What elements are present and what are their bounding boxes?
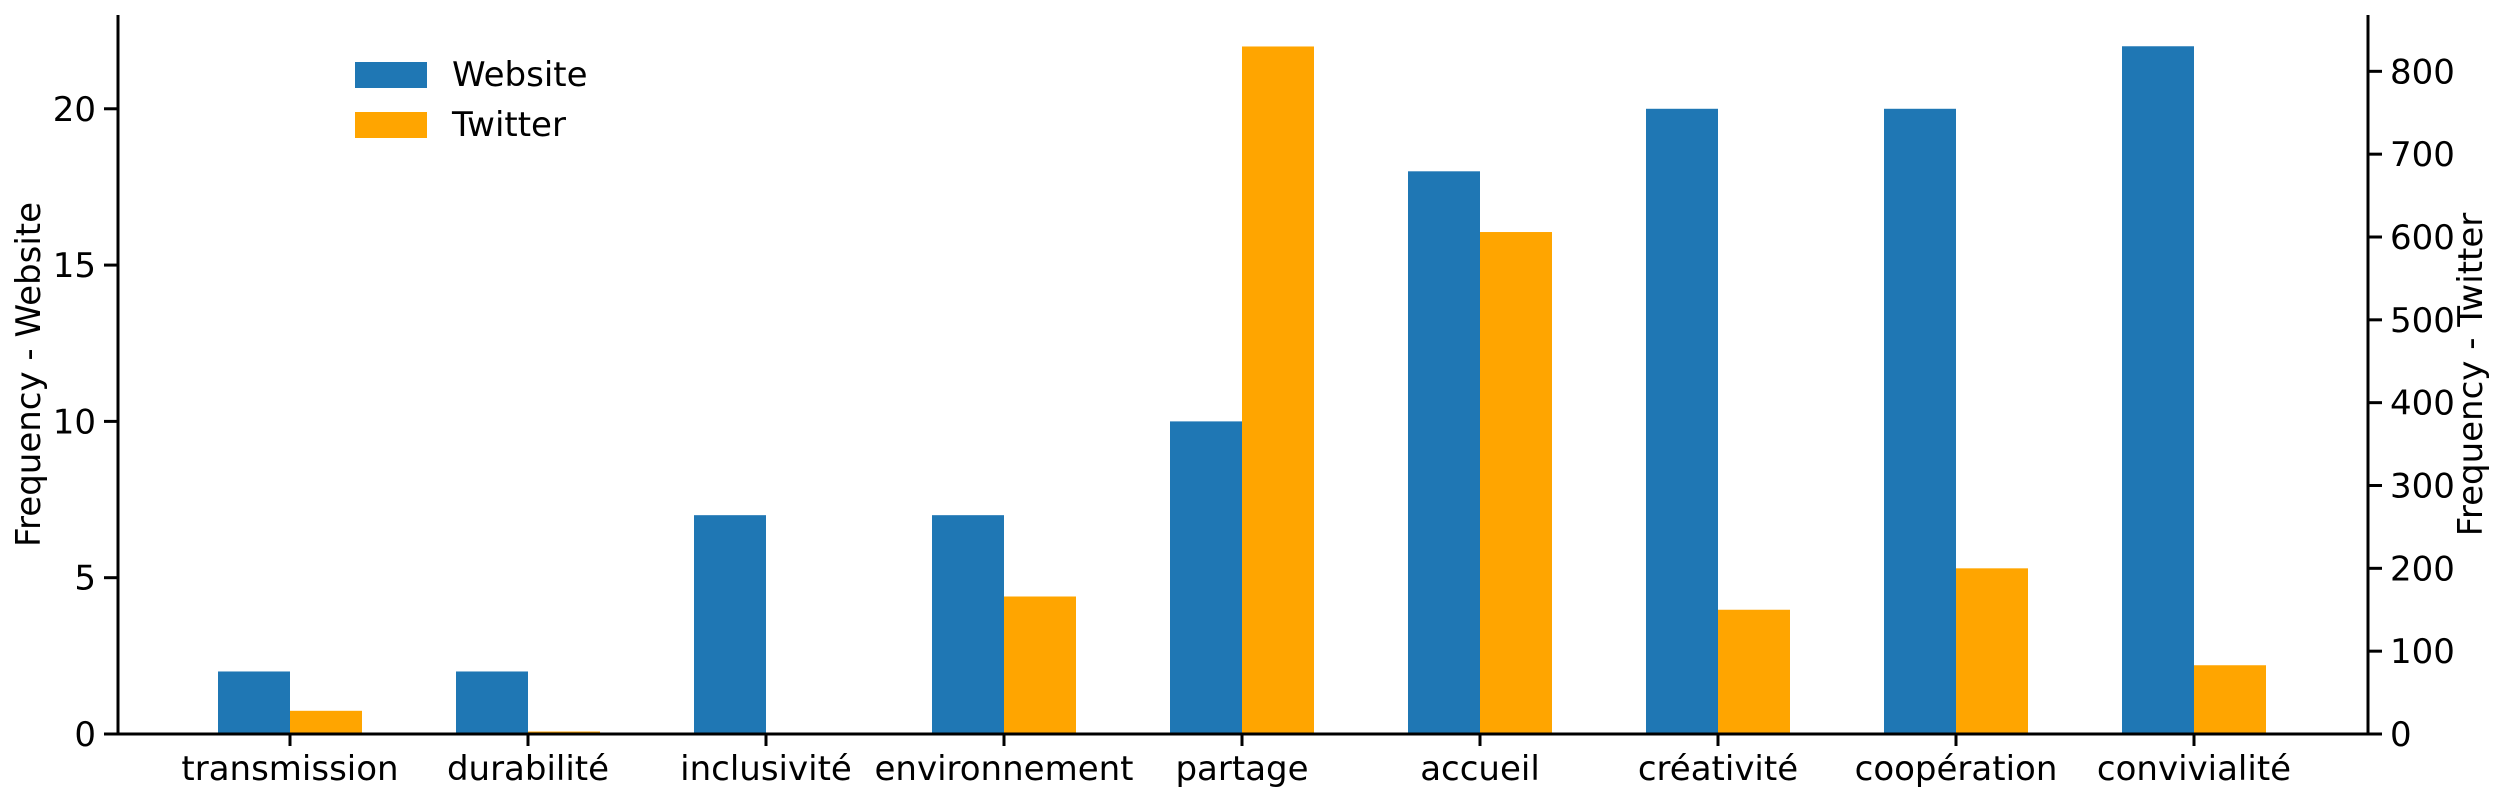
bar-website-9 [2122, 46, 2194, 735]
right-tick-label-4: 300 [2390, 466, 2455, 506]
bar-website-5 [1170, 421, 1242, 734]
right-tick-label-9: 800 [2390, 52, 2455, 92]
left-tick-label-3: 10 [53, 402, 96, 442]
legend-swatch-twitter [355, 112, 427, 138]
left-tick-label-4: 15 [53, 246, 96, 286]
bar-website-1 [218, 671, 290, 734]
bar-twitter-5 [1242, 46, 1314, 735]
legend-label-website: Website [452, 55, 588, 95]
bar-twitter-8 [1956, 568, 2028, 734]
x-tick-label-7: créativité [1638, 749, 1798, 789]
x-tick-label-5: partage [1175, 749, 1308, 789]
left-axis-title: Frequency - Website [9, 202, 49, 547]
x-tick-label-2: durabilité [447, 749, 609, 789]
x-tick-label-4: environnement [874, 749, 1133, 789]
left-tick-label-1: 0 [74, 715, 96, 755]
bars-layer [218, 46, 2266, 735]
axes-layer [104, 15, 2382, 746]
x-tick-label-1: transmission [181, 749, 398, 789]
x-tick-label-9: convivialité [2097, 749, 2291, 789]
right-tick-label-7: 600 [2390, 218, 2455, 258]
bar-website-3 [694, 515, 766, 734]
left-tick-label-2: 5 [74, 559, 96, 599]
legend-label-twitter: Twitter [451, 105, 566, 145]
right-tick-label-5: 400 [2390, 384, 2455, 424]
right-axis-title: Frequency - Twitter [2451, 213, 2491, 537]
right-tick-label-1: 0 [2390, 715, 2412, 755]
right-tick-label-6: 500 [2390, 301, 2455, 341]
bar-website-2 [456, 671, 528, 734]
x-tick-label-8: coopération [1855, 749, 2058, 789]
left-tick-label-5: 20 [53, 90, 96, 130]
legend: Website Twitter [355, 55, 588, 145]
bar-twitter-9 [2194, 665, 2266, 734]
bar-website-6 [1408, 171, 1480, 735]
x-tick-label-6: accueil [1420, 749, 1540, 789]
bar-twitter-1 [290, 710, 362, 734]
bar-website-4 [932, 515, 1004, 734]
bar-website-7 [1646, 108, 1718, 735]
bar-website-8 [1884, 108, 1956, 735]
right-tick-label-3: 200 [2390, 549, 2455, 589]
right-tick-label-2: 100 [2390, 632, 2455, 672]
bar-twitter-6 [1480, 232, 1552, 735]
legend-swatch-website [355, 62, 427, 88]
labels-layer: 051015200100200300400500600700800transmi… [9, 52, 2491, 789]
right-tick-label-8: 700 [2390, 135, 2455, 175]
bar-twitter-4 [1004, 596, 1076, 734]
x-tick-label-3: inclusivité [680, 749, 852, 789]
bar-twitter-7 [1718, 609, 1790, 734]
